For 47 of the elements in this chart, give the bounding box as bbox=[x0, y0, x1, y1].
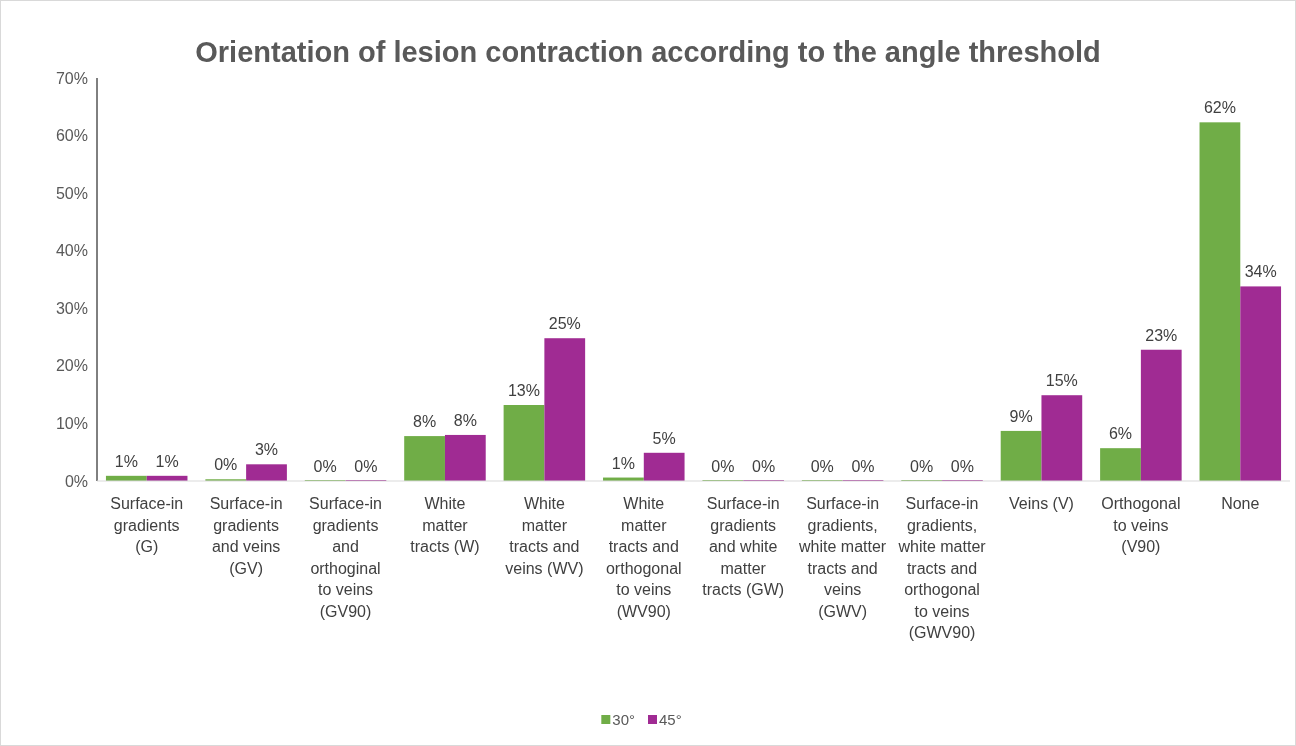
x-tick-label: Surface-in gradients and white matter tracts (GW) bbox=[702, 495, 785, 598]
data-label: 1% bbox=[155, 452, 179, 470]
x-tick-label: Surface-in gradients and orthoginal to veins (GV90) bbox=[309, 495, 382, 620]
x-tick-label: White matter tracts and veins (WV) bbox=[505, 495, 584, 577]
data-label: 34% bbox=[1244, 263, 1277, 281]
data-label: 62% bbox=[1203, 99, 1236, 117]
data-label: 0% bbox=[711, 458, 735, 475]
y-tick-label: 10% bbox=[55, 415, 88, 433]
data-label: 0% bbox=[810, 458, 834, 475]
y-tick-label: 0% bbox=[64, 472, 88, 490]
data-label: 0% bbox=[851, 458, 875, 475]
x-tick-label: None bbox=[1221, 495, 1260, 512]
x-tick-label: Orthogonal to veins (V90) bbox=[1101, 495, 1181, 555]
data-label: 0% bbox=[910, 458, 934, 475]
data-label: 5% bbox=[652, 429, 676, 447]
data-label: 0% bbox=[313, 458, 337, 475]
x-tick-label: Surface-in gradients and veins (GV) bbox=[209, 495, 283, 577]
data-label: 13% bbox=[507, 382, 541, 400]
data-label: 25% bbox=[548, 315, 581, 333]
legend-label: 30° bbox=[612, 711, 635, 729]
data-label: 0% bbox=[752, 458, 776, 475]
y-tick-label: 40% bbox=[55, 242, 88, 260]
y-tick-label: 50% bbox=[55, 184, 88, 202]
data-label: 3% bbox=[254, 441, 279, 459]
x-tick-label: White matter tracts (W) bbox=[410, 495, 480, 555]
data-label: 1% bbox=[611, 454, 635, 472]
y-tick-label: 20% bbox=[55, 357, 88, 375]
chart-title: Orientation of lesion contraction according to the angle threshold bbox=[195, 36, 1101, 68]
data-label: 6% bbox=[1108, 425, 1133, 443]
data-label: 9% bbox=[1009, 407, 1033, 425]
data-label: 8% bbox=[453, 411, 477, 429]
y-tick-label: 30% bbox=[55, 299, 88, 317]
data-label: 15% bbox=[1045, 372, 1078, 390]
data-label: 0% bbox=[354, 458, 378, 475]
x-tick-label: Surface-in gradients, white matter tracts and orthogonal to veins (GWV90) bbox=[897, 495, 987, 641]
data-label: 1% bbox=[114, 452, 138, 470]
data-label: 8% bbox=[413, 413, 437, 431]
y-tick-label: 60% bbox=[55, 127, 88, 145]
data-label: 0% bbox=[950, 458, 974, 475]
y-tick-label: 70% bbox=[55, 69, 88, 87]
legend-label: 45° bbox=[659, 711, 682, 729]
data-label: 0% bbox=[214, 456, 238, 474]
x-tick-label: Surface-in gradients, white matter tracts and veins (GWV) bbox=[798, 495, 887, 620]
x-tick-label: Surface-in gradients (G) bbox=[110, 495, 184, 555]
x-tick-label: White matter tracts and orthogonal to veins (WV90) bbox=[605, 495, 682, 620]
x-tick-label: Veins (V) bbox=[1009, 495, 1074, 512]
data-label: 23% bbox=[1145, 326, 1178, 344]
